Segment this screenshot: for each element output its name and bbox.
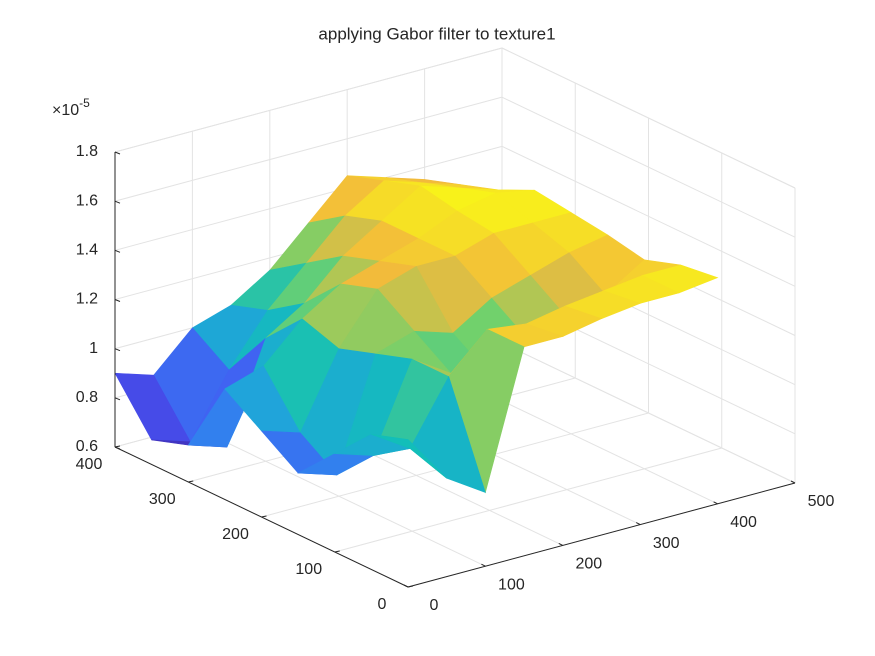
z-tick-label: 1 xyxy=(89,340,98,357)
x-tick-label: 0 xyxy=(430,597,439,614)
z-tick xyxy=(114,348,121,352)
z-tick xyxy=(114,151,121,155)
grid-line xyxy=(114,145,503,251)
x-axis xyxy=(407,482,796,588)
grid-line xyxy=(501,342,796,484)
x-tick xyxy=(635,522,641,526)
z-tick-label: 1.4 xyxy=(76,242,98,259)
z-exponent: ×10-5 xyxy=(52,96,90,119)
box-edge xyxy=(501,47,796,189)
grid-line xyxy=(501,96,796,238)
y-tick-label: 400 xyxy=(76,456,103,473)
z-tick xyxy=(114,397,121,401)
y-tick-label: 300 xyxy=(149,491,176,508)
y-tick-label: 0 xyxy=(378,596,387,613)
y-tick-label: 100 xyxy=(295,561,322,578)
surface-patch xyxy=(371,433,447,479)
z-tick-label: 0.6 xyxy=(76,438,98,455)
z-tick xyxy=(114,249,121,253)
axes: 010020030040050001002003004000.60.811.21… xyxy=(76,143,835,614)
z-tick-label: 1.8 xyxy=(76,143,98,160)
x-tick-label: 400 xyxy=(730,514,757,531)
x-tick xyxy=(481,563,486,567)
x-tick-label: 200 xyxy=(575,556,602,573)
x-tick xyxy=(790,480,796,484)
box-edge xyxy=(114,47,503,153)
z-exponent-base: ×10 xyxy=(52,102,79,119)
z-tick-label: 0.8 xyxy=(76,389,98,406)
z-tick xyxy=(114,299,121,302)
x-tick-label: 500 xyxy=(808,493,835,510)
grid-line xyxy=(114,96,503,202)
z-tick-label: 1.2 xyxy=(76,291,98,308)
z-tick xyxy=(114,446,121,450)
z-exponent-power: -5 xyxy=(79,96,90,110)
y-tick-label: 200 xyxy=(222,526,249,543)
z-tick-label: 1.6 xyxy=(76,192,98,209)
x-tick xyxy=(558,542,564,546)
grid-line xyxy=(501,145,796,287)
y-tick xyxy=(334,550,340,553)
x-tick-label: 300 xyxy=(653,535,680,552)
grid-line xyxy=(334,447,722,553)
z-tick xyxy=(114,200,121,204)
surface xyxy=(114,175,719,494)
x-tick xyxy=(403,584,409,588)
y-tick xyxy=(261,515,267,518)
chart-title: applying Gabor filter to texture1 xyxy=(318,24,555,43)
x-tick-label: 100 xyxy=(498,576,525,593)
x-tick xyxy=(713,501,718,505)
y-tick xyxy=(188,480,194,483)
y-tick xyxy=(407,585,414,588)
